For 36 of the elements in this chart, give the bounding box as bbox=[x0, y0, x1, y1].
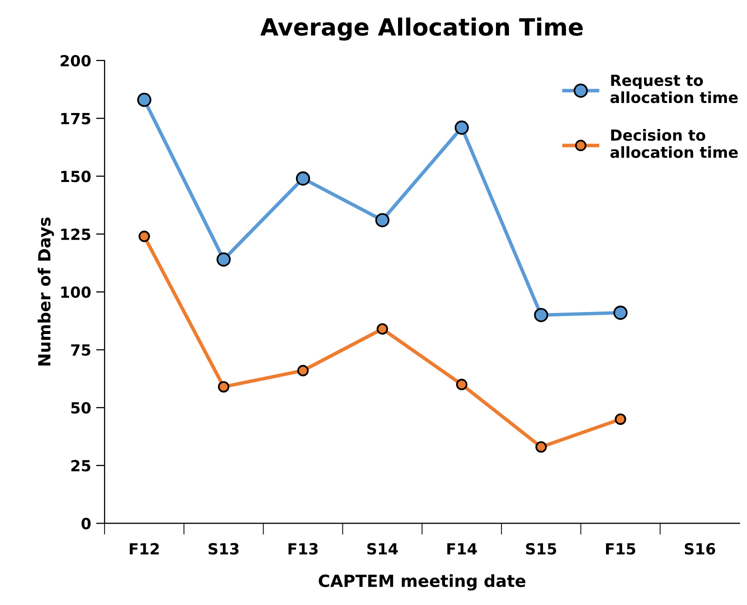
point bbox=[376, 323, 388, 335]
point bbox=[534, 308, 548, 322]
x-tick-label: S15 bbox=[526, 543, 556, 555]
point bbox=[137, 92, 152, 107]
x-axis-title: CAPTEM meeting date bbox=[318, 574, 526, 590]
y-tick-label: 100 bbox=[61, 286, 91, 298]
point bbox=[614, 413, 626, 425]
point bbox=[456, 378, 468, 390]
legend-label: Request to allocation time bbox=[610, 74, 738, 104]
point bbox=[375, 213, 390, 228]
y-tick-label: 50 bbox=[71, 402, 91, 414]
point bbox=[535, 441, 547, 453]
x-tick-label: S14 bbox=[367, 543, 398, 555]
y-tick-label: 175 bbox=[61, 113, 90, 124]
legend-label: Decision to allocation time bbox=[610, 129, 738, 158]
point bbox=[216, 252, 231, 267]
chart-title: Average Allocation Time bbox=[260, 18, 583, 41]
point bbox=[138, 230, 150, 242]
x-tick-label: F14 bbox=[447, 543, 477, 554]
x-tick-label: S13 bbox=[208, 543, 239, 555]
x-tick-label: F15 bbox=[606, 543, 636, 555]
point bbox=[297, 364, 309, 376]
x-tick-label: F12 bbox=[130, 543, 159, 554]
point bbox=[613, 306, 628, 320]
point bbox=[218, 381, 230, 392]
y-tick-label: 75 bbox=[71, 344, 90, 356]
y-tick-label: 150 bbox=[61, 170, 91, 182]
y-tick-label: 125 bbox=[61, 228, 90, 240]
point bbox=[296, 171, 310, 186]
x-tick-label: S16 bbox=[684, 543, 716, 555]
point bbox=[454, 120, 469, 135]
y-tick-label: 0 bbox=[81, 518, 91, 530]
y-tick-label: 25 bbox=[71, 460, 90, 472]
y-tick-label: 200 bbox=[60, 54, 91, 67]
x-tick-label: F13 bbox=[288, 543, 318, 555]
y-axis-title: Number of Days bbox=[38, 218, 54, 366]
